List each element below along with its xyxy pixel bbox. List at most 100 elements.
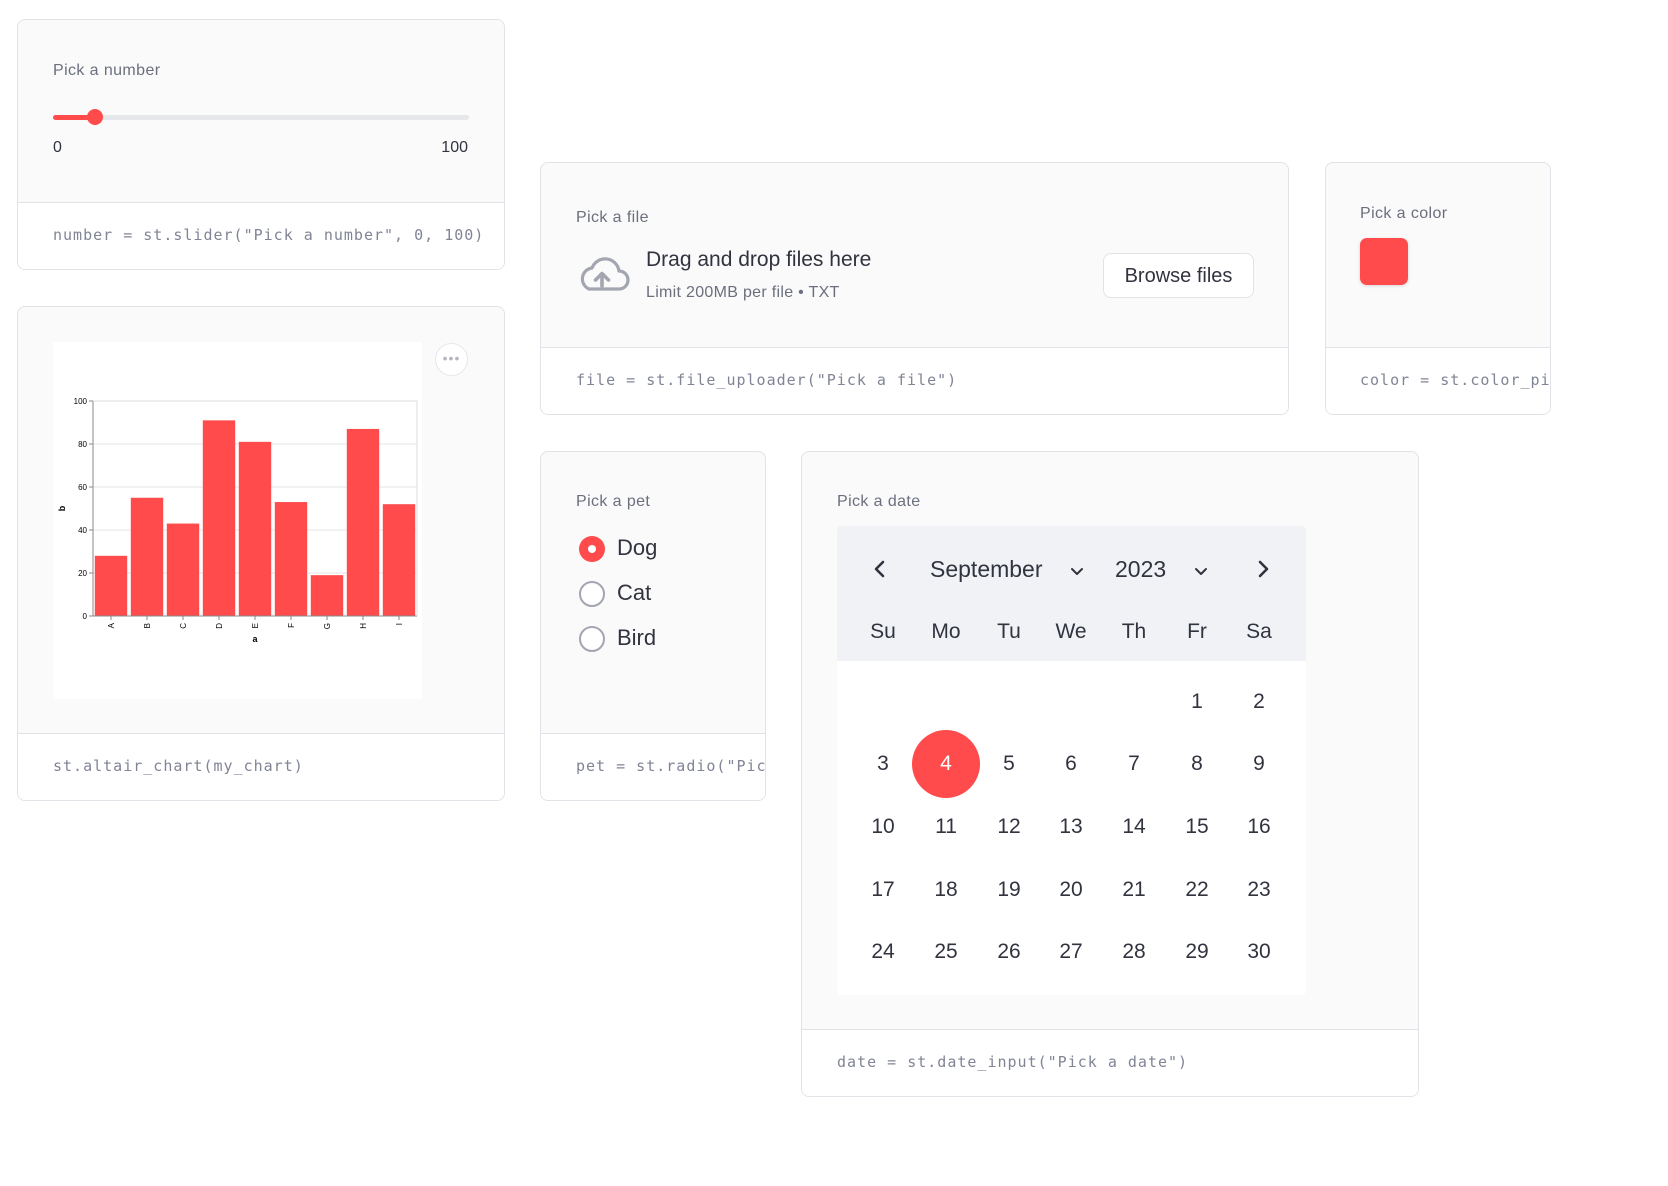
bar: [382, 504, 416, 616]
y-tick-label: 20: [78, 569, 87, 578]
calendar-day[interactable]: 5: [1003, 752, 1015, 775]
slider-thumb[interactable]: [86, 109, 103, 125]
bar: [130, 497, 164, 616]
calendar-day[interactable]: 6: [1065, 752, 1077, 775]
y-axis-title: b: [57, 505, 67, 511]
calendar-day[interactable]: 18: [934, 878, 958, 901]
weekday-label: Fr: [1187, 620, 1207, 643]
file-uploader-code: file = st.file_uploader("Pick a file"): [541, 347, 1288, 414]
calendar-day[interactable]: 9: [1253, 752, 1265, 775]
calendar-day[interactable]: 25: [934, 940, 958, 963]
slider-code: number = st.slider("Pick a number", 0, 1…: [18, 202, 504, 269]
date-input-label: Pick a date: [837, 493, 921, 510]
calendar-day[interactable]: 10: [871, 815, 895, 838]
x-tick-label: F: [287, 623, 296, 628]
calendar-day[interactable]: 23: [1247, 878, 1271, 901]
weekday-label: Su: [870, 620, 896, 643]
radio-label: Pick a pet: [576, 493, 651, 510]
calendar-day[interactable]: 27: [1059, 940, 1083, 963]
chevron-down-icon: [1194, 567, 1207, 575]
date-input-card: Pick a date September 2023 Su Mo Tu We Th Fr S…: [801, 451, 1419, 1097]
calendar-header: September 2023 Su Mo Tu We Th Fr Sa: [837, 526, 1306, 661]
calendar-day[interactable]: 21: [1122, 878, 1146, 901]
month-value: September: [930, 556, 1043, 582]
calendar-day[interactable]: 24: [871, 940, 895, 963]
radio-card: Pick a pet Dog Cat Bird pet = st.radio("…: [540, 451, 766, 801]
calendar-day[interactable]: 20: [1059, 878, 1083, 901]
radio-unselected-indicator[interactable]: [579, 626, 605, 652]
chart-menu-button[interactable]: •••: [435, 343, 468, 376]
browse-files-button[interactable]: Browse files: [1103, 253, 1254, 298]
calendar-day[interactable]: 16: [1247, 815, 1271, 838]
calendar-day[interactable]: 17: [871, 878, 895, 901]
y-tick-label: 100: [74, 397, 88, 406]
chart-code: st.altair_chart(my_chart): [18, 733, 504, 800]
x-tick-label: I: [395, 623, 404, 625]
y-tick-label: 0: [83, 612, 88, 621]
slider-card: Pick a number 0 100 number = st.slider("…: [17, 19, 505, 270]
chevron-down-icon: [1070, 567, 1083, 575]
calendar-day[interactable]: 1: [1191, 690, 1203, 713]
calendar-day[interactable]: 2: [1253, 690, 1265, 713]
drop-zone-title: Drag and drop files here: [646, 248, 872, 271]
x-tick-label: C: [179, 623, 188, 629]
radio-option-label: Dog: [617, 535, 658, 560]
radio-selected-indicator[interactable]: [579, 536, 605, 562]
color-picker-label: Pick a color: [1360, 205, 1448, 222]
chevron-left-icon[interactable]: [868, 557, 892, 581]
calendar-day[interactable]: 29: [1185, 940, 1209, 963]
calendar-day[interactable]: 8: [1191, 752, 1203, 775]
month-select[interactable]: September: [930, 556, 1085, 583]
bar: [346, 428, 380, 616]
calendar-day[interactable]: 12: [997, 815, 1021, 838]
color-swatch[interactable]: [1360, 238, 1408, 285]
calendar-day[interactable]: 19: [997, 878, 1021, 901]
x-tick-label: E: [251, 623, 260, 628]
bar: [310, 575, 344, 616]
calendar-day[interactable]: 11: [935, 815, 957, 838]
slider-fill: [53, 115, 95, 120]
y-tick-label: 60: [78, 483, 87, 492]
x-axis-title: a: [252, 634, 258, 644]
radio-option-label: Cat: [617, 580, 652, 605]
calendar-day[interactable]: 28: [1122, 940, 1146, 963]
slider-track[interactable]: [53, 109, 469, 125]
date-input-code: date = st.date_input("Pick a date"): [802, 1029, 1418, 1096]
y-tick-label: 80: [78, 440, 87, 449]
radio-unselected-indicator[interactable]: [579, 581, 605, 607]
color-picker-card: Pick a color color = st.color_picker("Pi…: [1325, 162, 1551, 415]
bar: [202, 420, 236, 616]
drop-zone-subtitle: Limit 200MB per file • TXT: [646, 284, 840, 301]
calendar-day[interactable]: 15: [1185, 815, 1209, 838]
weekday-label: Mo: [931, 620, 961, 643]
calendar-day[interactable]: 3: [877, 752, 889, 775]
slider-min-label: 0: [53, 139, 62, 156]
chevron-right-icon[interactable]: [1251, 557, 1275, 581]
calendar-day[interactable]: 13: [1059, 815, 1083, 838]
calendar-day[interactable]: 30: [1247, 940, 1271, 963]
bar-chart: 0 20 40 60 80 100 A B C D E F G H Ia b: [57, 397, 418, 644]
radio-code: pet = st.radio("Pick a pet", ["Dog", "Ca…: [541, 733, 765, 800]
weekday-label: Th: [1121, 620, 1147, 643]
calendar-day[interactable]: 26: [997, 940, 1021, 963]
x-tick-label: H: [359, 623, 368, 629]
bar: [94, 555, 128, 616]
year-select[interactable]: 2023: [1115, 556, 1209, 583]
selected-day[interactable]: 4: [912, 730, 980, 798]
bar: [274, 502, 308, 616]
weekday-label: Tu: [997, 620, 1021, 643]
x-tick-label: G: [323, 623, 332, 629]
cloud-upload-icon: [580, 257, 630, 291]
x-tick-label: D: [215, 623, 224, 629]
calendar-day[interactable]: 22: [1185, 878, 1209, 901]
bar: [166, 523, 200, 616]
x-tick-label: A: [107, 622, 116, 628]
slider-max-label: 100: [441, 139, 468, 156]
file-uploader-label: Pick a file: [576, 209, 649, 226]
calendar-day[interactable]: 7: [1128, 752, 1140, 775]
calendar-day[interactable]: 14: [1122, 815, 1146, 838]
weekday-label: We: [1055, 620, 1087, 643]
